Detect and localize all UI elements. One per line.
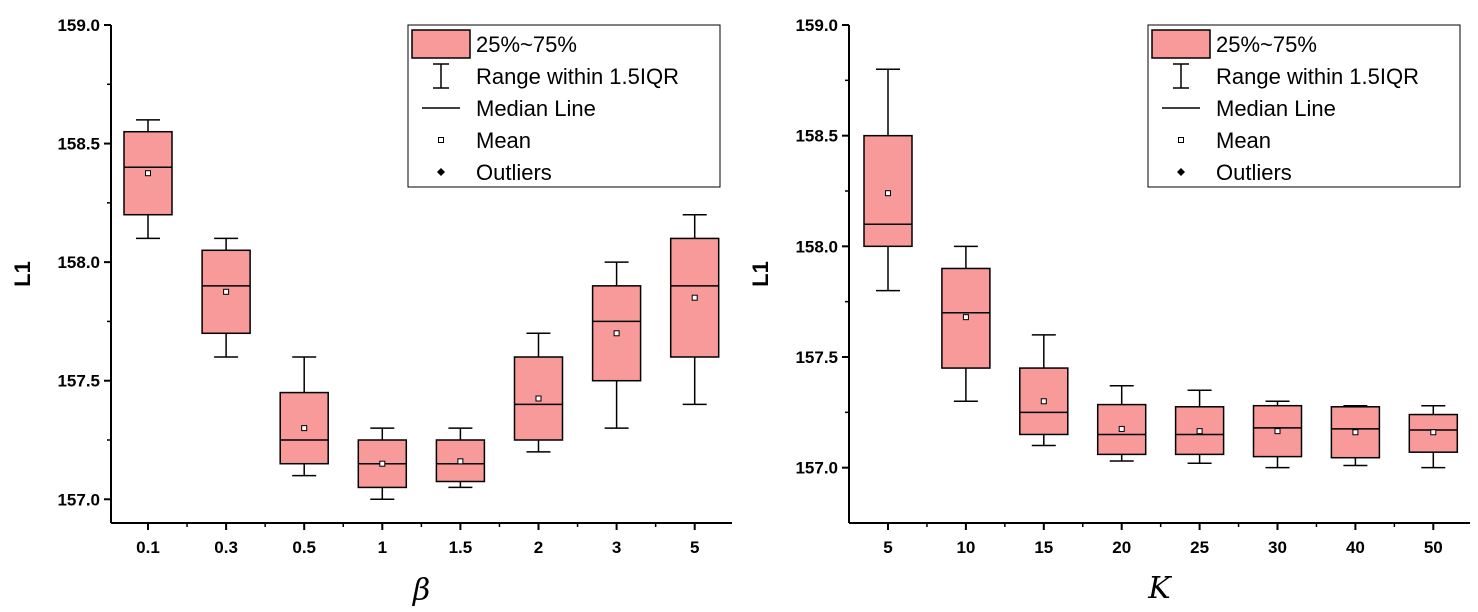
mean-marker (535, 395, 542, 402)
x-tick-label: 0.3 (214, 538, 238, 557)
legend: 25%~75% Range within 1.5IQR Median Line Mea… (1147, 24, 1461, 188)
x-tick-label: 2 (534, 538, 543, 557)
iqr-box (1019, 367, 1069, 436)
x-tick-label: 1.5 (449, 538, 473, 557)
legend-entry-label: Mean (476, 128, 531, 153)
y-tick-label: 158.5 (57, 135, 100, 154)
mean-marker (145, 170, 151, 177)
mean-marker (885, 190, 891, 197)
x-tick-label: 25 (1190, 538, 1209, 557)
legend-outlier-symbol (437, 168, 445, 176)
x-axis-title: β (412, 573, 430, 608)
x-tick-label: 0.5 (292, 538, 316, 557)
x-tick-label: 5 (883, 538, 892, 557)
x-tick-label: 20 (1112, 538, 1131, 557)
mean-marker (1040, 398, 1047, 405)
legend-entry-label: Mean (1216, 128, 1271, 153)
x-axis-title: K (1147, 571, 1172, 606)
legend-entry-label: Outliers (476, 160, 552, 185)
legend-entry-label: Range within 1.5IQR (476, 64, 679, 89)
y-tick-label: 157.0 (795, 459, 838, 478)
mean-marker (1430, 429, 1437, 436)
y-tick-label: 157.0 (57, 490, 100, 509)
legend-mean-symbol (438, 137, 444, 143)
y-axis-title: L1 (10, 261, 35, 287)
mean-marker (962, 314, 969, 321)
y-tick-label: 157.5 (795, 348, 838, 367)
mean-marker (379, 460, 386, 467)
mean-marker (613, 330, 620, 337)
y-tick-label: 158.5 (795, 127, 838, 146)
legend-entry-label: 25%~75% (476, 32, 577, 57)
legend-mean-symbol (1178, 137, 1184, 143)
legend-entry-label: Outliers (1216, 160, 1292, 185)
y-tick-label: 159.0 (57, 16, 100, 35)
y-tick-label: 157.5 (57, 372, 100, 391)
x-tick-label: 0.1 (136, 538, 160, 557)
mean-marker (223, 288, 230, 295)
x-tick-label: 30 (1268, 538, 1287, 557)
mean-marker (301, 425, 308, 432)
legend-box-swatch (1151, 29, 1211, 59)
x-tick-label: 15 (1034, 538, 1053, 557)
legend-outlier-symbol (1177, 168, 1185, 176)
mean-marker (457, 458, 464, 465)
legend-box-swatch (411, 29, 471, 59)
x-tick-label: 3 (612, 538, 621, 557)
y-tick-label: 158.0 (57, 253, 100, 272)
y-tick-label: 158.0 (795, 237, 838, 256)
legend-entry-label: Median Line (1216, 96, 1336, 121)
mean-marker (1196, 428, 1203, 435)
x-tick-label: 50 (1424, 538, 1443, 557)
mean-marker (1352, 429, 1359, 436)
legend-entry-label: 25%~75% (1216, 32, 1317, 57)
left-boxplot-panel: 157.0 157.5 158.0 158.5 159.0 L1 β 0.1 0.3 0.5 1 1.… (10, 16, 732, 608)
legend: 25%~75% Range within 1.5IQR Median Line Mea… (407, 24, 721, 188)
x-tick-label: 5 (690, 538, 699, 557)
x-tick-label: 1 (378, 538, 387, 557)
x-tick-label: 10 (956, 538, 975, 557)
legend-entry-label: Median Line (476, 96, 596, 121)
mean-marker (1118, 425, 1125, 432)
y-axis-title: L1 (748, 261, 773, 287)
mean-marker (691, 294, 698, 301)
y-tick-label: 159.0 (795, 16, 838, 35)
right-boxplot-panel: 157.0 157.5 158.0 158.5 159.0 L1 K 5 10 15 20 25 30 4… (748, 16, 1470, 606)
x-tick-label: 40 (1346, 538, 1365, 557)
legend-entry-label: Range within 1.5IQR (1216, 64, 1419, 89)
mean-marker (1274, 428, 1281, 435)
